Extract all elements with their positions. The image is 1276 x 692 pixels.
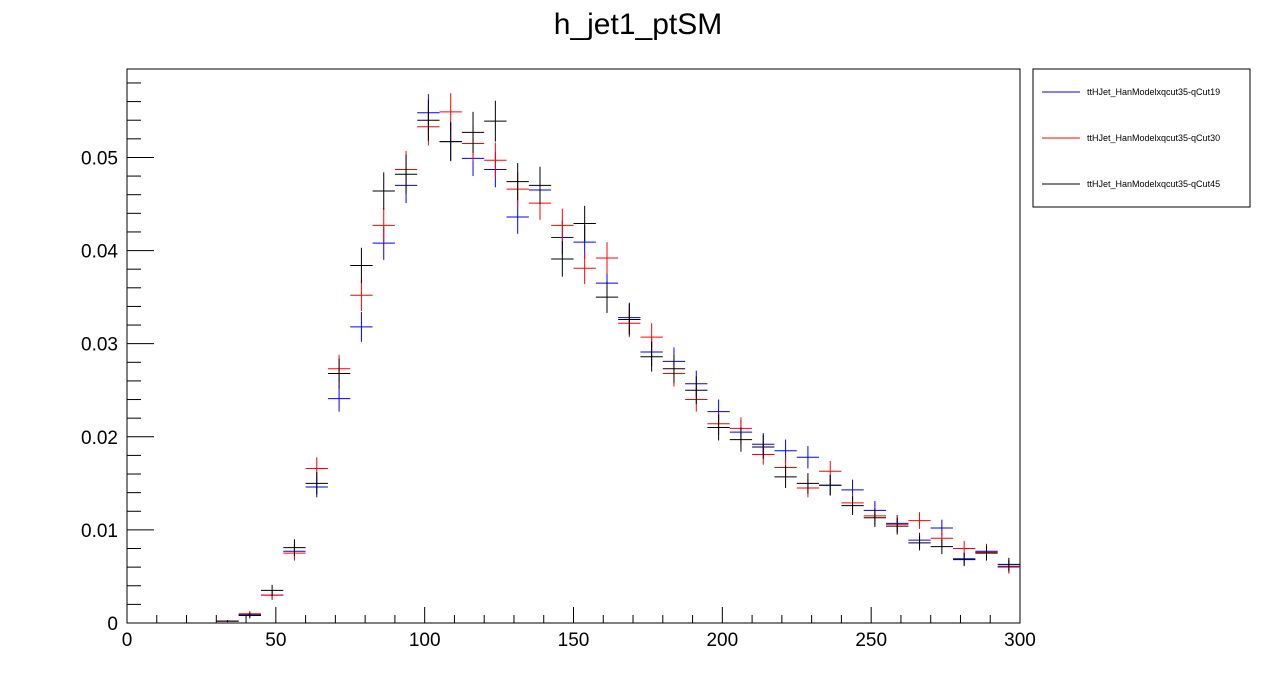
x-tick-label: 150 xyxy=(558,630,590,651)
x-tick-label: 250 xyxy=(855,630,887,651)
y-tick-label: 0.04 xyxy=(81,242,118,263)
plot-frame xyxy=(126,68,1021,624)
x-tick-label: 100 xyxy=(409,630,441,651)
series-1-marks xyxy=(193,94,1020,624)
y-tick-label: 0.01 xyxy=(81,521,118,542)
x-tick-label: 50 xyxy=(265,630,286,651)
legend-label: ttHJet_HanModelxqcut35-qCut45 xyxy=(1087,179,1220,189)
data-marks xyxy=(193,93,1020,624)
axes: 0 50 100 150 200 250 300 0 0.01 0.02 0.03 0.04 0.05 xyxy=(81,82,1036,651)
series-3-marks xyxy=(193,99,1020,624)
y-tick-label: 0.03 xyxy=(81,335,118,356)
legend-label: ttHJet_HanModelxqcut35-qCut19 xyxy=(1087,87,1220,97)
y-tick-label: 0 xyxy=(107,614,118,635)
x-tick-label: 200 xyxy=(706,630,738,651)
y-tick-label: 0.02 xyxy=(81,428,118,449)
x-tick-label: 0 xyxy=(122,630,133,651)
legend: ttHJet_HanModelxqcut35-qCut19 ttHJet_HanM… xyxy=(1032,68,1251,208)
chart-title: h_jet1_ptSM xyxy=(554,8,722,41)
series-2-marks xyxy=(193,93,1020,624)
legend-label: ttHJet_HanModelxqcut35-qCut30 xyxy=(1087,133,1220,143)
x-tick-label: 300 xyxy=(1004,630,1036,651)
y-tick-label: 0.05 xyxy=(81,148,118,169)
